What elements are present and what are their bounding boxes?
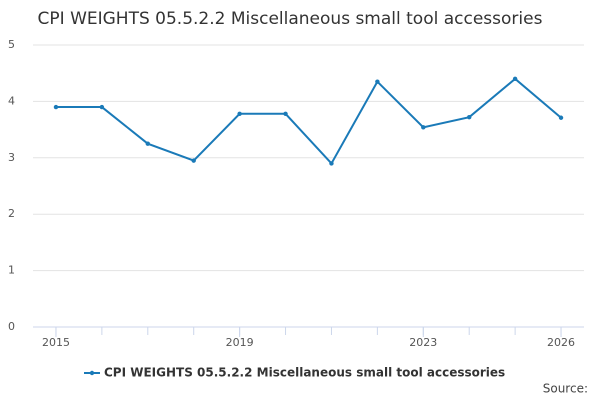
data-point xyxy=(53,104,59,110)
data-point xyxy=(99,104,105,110)
y-tick-label: 4 xyxy=(8,94,15,107)
x-tick-label: 2015 xyxy=(42,336,70,349)
data-point xyxy=(329,161,334,166)
x-tick-label: 2026 xyxy=(547,336,575,349)
data-point xyxy=(467,114,472,120)
data-point xyxy=(558,115,564,120)
y-tick-label: 3 xyxy=(8,151,15,164)
legend-label: CPI WEIGHTS 05.5.2.2 Miscellaneous small… xyxy=(104,366,505,380)
data-point xyxy=(145,141,150,146)
y-tick-label: 1 xyxy=(8,264,15,277)
source: Source: xyxy=(543,382,588,396)
data-point xyxy=(375,79,380,84)
legend-marker xyxy=(89,370,95,376)
x-tick-label: 2019 xyxy=(226,336,254,349)
chart-title: CPI WEIGHTS 05.5.2.2 Miscellaneous small… xyxy=(38,9,543,29)
y-tick-label: 2 xyxy=(8,207,15,220)
data-point xyxy=(421,125,426,130)
data-point xyxy=(512,76,518,82)
data-point xyxy=(283,111,288,117)
x-tick-label: 2023 xyxy=(409,336,437,349)
data-point xyxy=(237,111,242,117)
y-tick-label: 5 xyxy=(8,38,15,51)
data-line xyxy=(55,77,562,166)
y-tick-label: 0 xyxy=(8,320,15,333)
data-point xyxy=(191,158,196,163)
